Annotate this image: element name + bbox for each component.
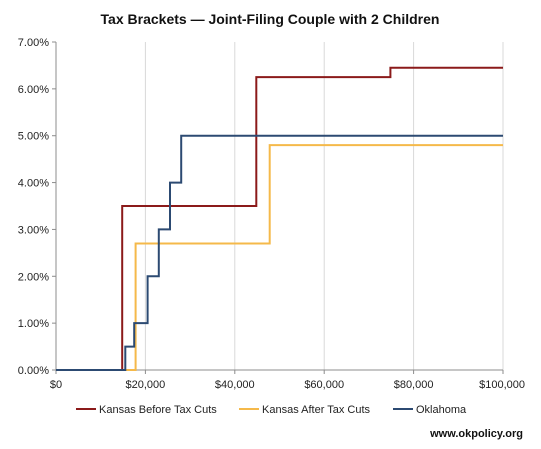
y-tick-label: 7.00% <box>18 37 49 49</box>
y-tick-label: 4.00% <box>18 178 49 190</box>
legend-label: Kansas After Tax Cuts <box>262 404 371 416</box>
x-tick-label: $80,000 <box>394 379 434 391</box>
y-tick-label: 5.00% <box>18 131 49 143</box>
y-tick-label: 2.00% <box>18 271 49 283</box>
chart-title: Tax Brackets — Joint-Filing Couple with … <box>101 11 440 27</box>
y-tick-label: 0.00% <box>18 365 49 377</box>
x-tick-label: $60,000 <box>304 379 344 391</box>
grid <box>144 42 504 370</box>
series-lines <box>56 66 503 371</box>
y-tick-labels: 0.00% 1.00% 2.00% 3.00% 4.00% 5.00% 6.00% 7.00% <box>18 37 56 377</box>
series-line-1 <box>56 66 503 371</box>
y-tick-label: 1.00% <box>18 318 49 330</box>
series-line-3 <box>56 134 503 371</box>
source-credit: www.okpolicy.org <box>429 428 523 440</box>
legend: Kansas Before Tax Cuts Kansas After Tax C… <box>76 404 467 416</box>
legend-label: Oklahoma <box>416 404 467 416</box>
legend-label: Kansas Before Tax Cuts <box>99 404 217 416</box>
x-tick-label: $0 <box>50 379 62 391</box>
x-tick-label: $20,000 <box>126 379 166 391</box>
y-tick-label: 3.00% <box>18 224 49 236</box>
x-tick-label: $40,000 <box>215 379 255 391</box>
x-tick-labels: $0 $20,000 $40,000 $60,000 $80,000 $100,000 <box>50 370 525 391</box>
y-tick-label: 6.00% <box>18 84 49 96</box>
x-tick-label: $100,000 <box>479 379 525 391</box>
